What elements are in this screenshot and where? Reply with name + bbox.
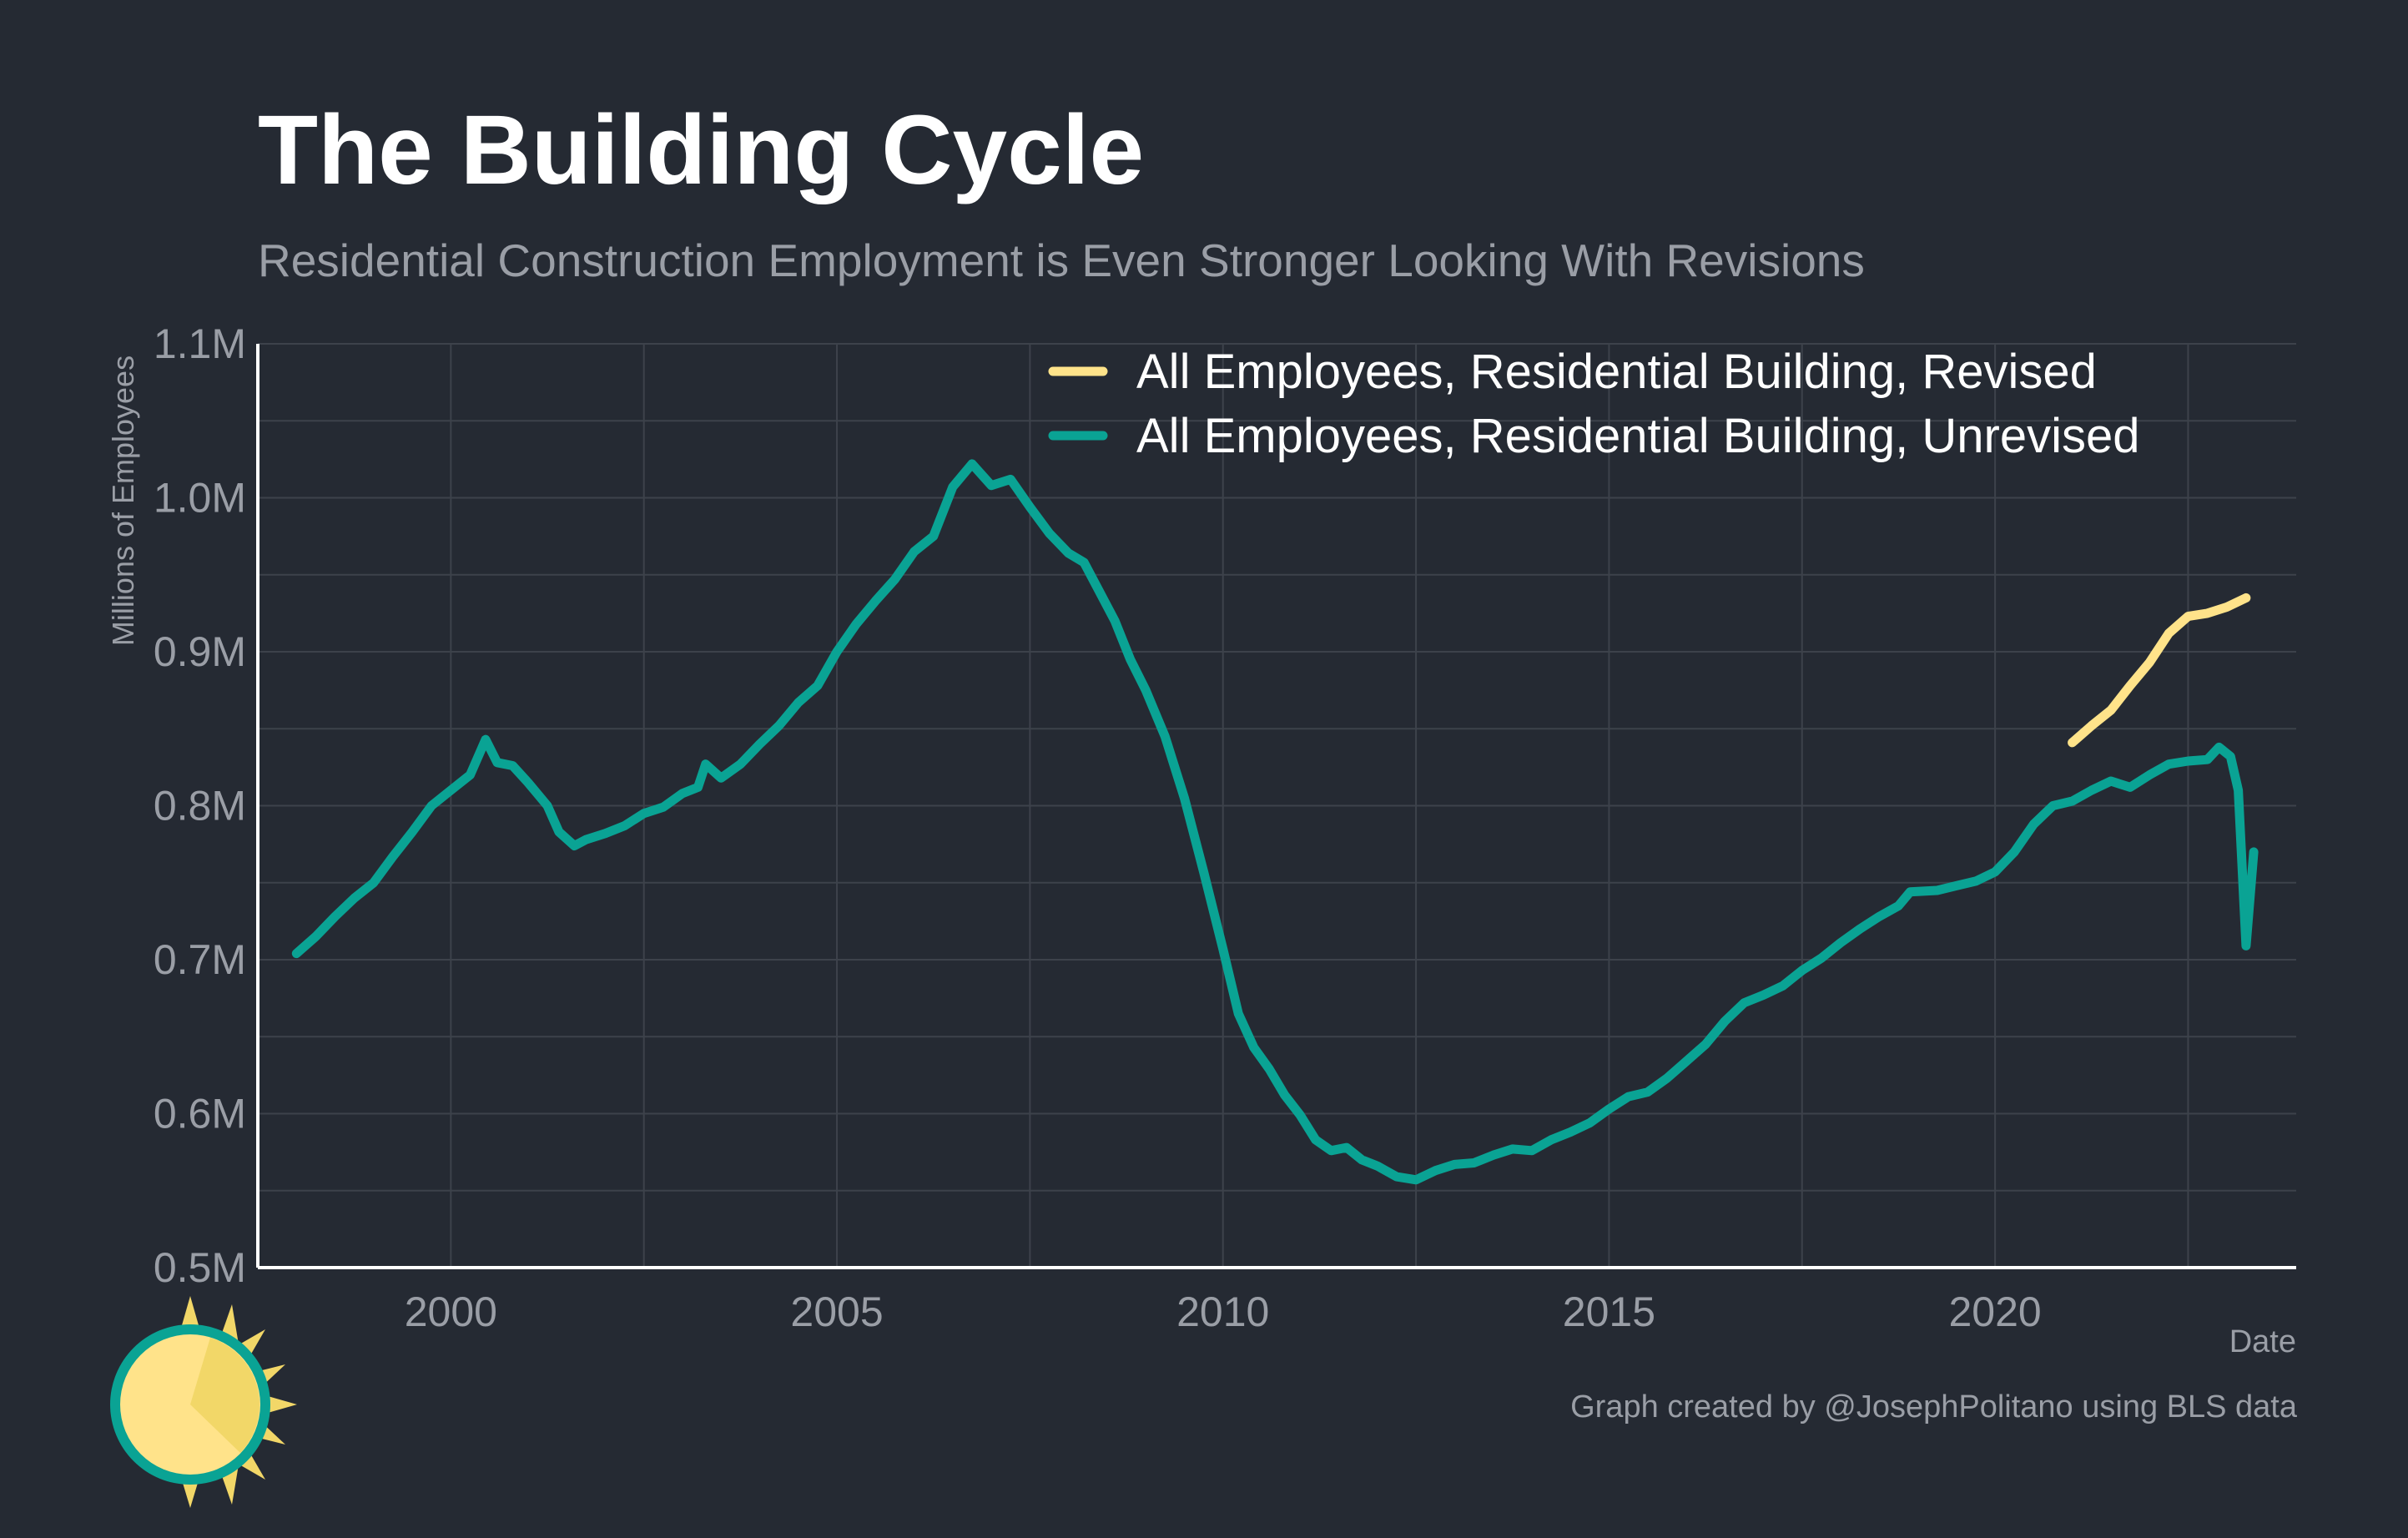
legend-label: All Employees, Residential Building, Unr… — [1136, 409, 2139, 463]
x-tick-label: 2000 — [405, 1288, 497, 1335]
sun-icon — [110, 1296, 297, 1508]
y-tick-label: 0.6M — [154, 1091, 246, 1137]
x-tick-label: 2015 — [1563, 1288, 1655, 1335]
x-tick-label: 2010 — [1176, 1288, 1269, 1335]
y-tick-label: 0.7M — [154, 936, 246, 983]
chart-subtitle: Residential Construction Employment is E… — [258, 234, 1865, 286]
axes — [256, 344, 2296, 1269]
y-tick-label: 0.5M — [154, 1244, 246, 1291]
x-tick-label: 2020 — [1948, 1288, 2041, 1335]
legend-label: All Employees, Residential Building, Rev… — [1136, 345, 2097, 399]
y-tick-label: 0.8M — [154, 783, 246, 830]
y-tick-label: 1.1M — [154, 320, 246, 367]
source-caption: Graph created by @JosephPolitano using B… — [1570, 1389, 2297, 1425]
y-axis-label: Millions of Employees — [106, 356, 140, 646]
chart-title: The Building Cycle — [258, 95, 1145, 205]
x-tick-label: 2005 — [790, 1288, 883, 1335]
grid-lines — [257, 343, 2296, 1268]
series-lines — [291, 459, 2259, 1185]
y-tick-label: 1.0M — [154, 475, 246, 522]
legend: All Employees, Residential Building, Rev… — [1048, 345, 2139, 463]
tick-labels: 0.5M 0.6M 0.7M 0.8M 0.9M 1.0M 1.1M 2000 2005 2010… — [154, 320, 2042, 1335]
y-tick-label: 0.9M — [154, 628, 246, 675]
series-line-revised — [2068, 593, 2251, 748]
x-axis-label: Date — [2229, 1324, 2296, 1359]
series-line-unrevised — [291, 459, 2259, 1185]
